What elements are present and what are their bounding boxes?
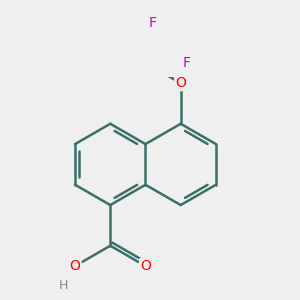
Text: F: F xyxy=(148,16,157,30)
Text: H: H xyxy=(59,279,69,292)
Text: O: O xyxy=(70,259,80,273)
Text: O: O xyxy=(175,76,186,90)
Text: O: O xyxy=(140,259,151,273)
Text: F: F xyxy=(182,56,190,70)
